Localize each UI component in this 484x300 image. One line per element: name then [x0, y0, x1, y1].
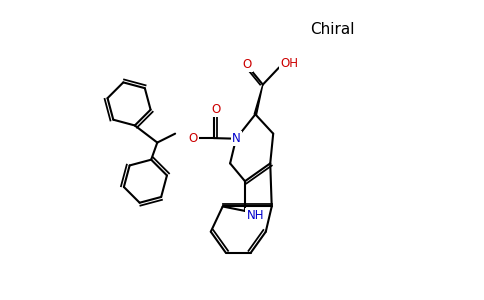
- Text: OH: OH: [281, 57, 299, 70]
- Text: O: O: [188, 132, 197, 145]
- Text: NH: NH: [246, 209, 264, 222]
- Text: N: N: [232, 132, 241, 145]
- Text: O: O: [212, 103, 221, 116]
- Text: O: O: [242, 58, 252, 71]
- Text: Chiral: Chiral: [310, 22, 355, 37]
- Polygon shape: [254, 85, 263, 114]
